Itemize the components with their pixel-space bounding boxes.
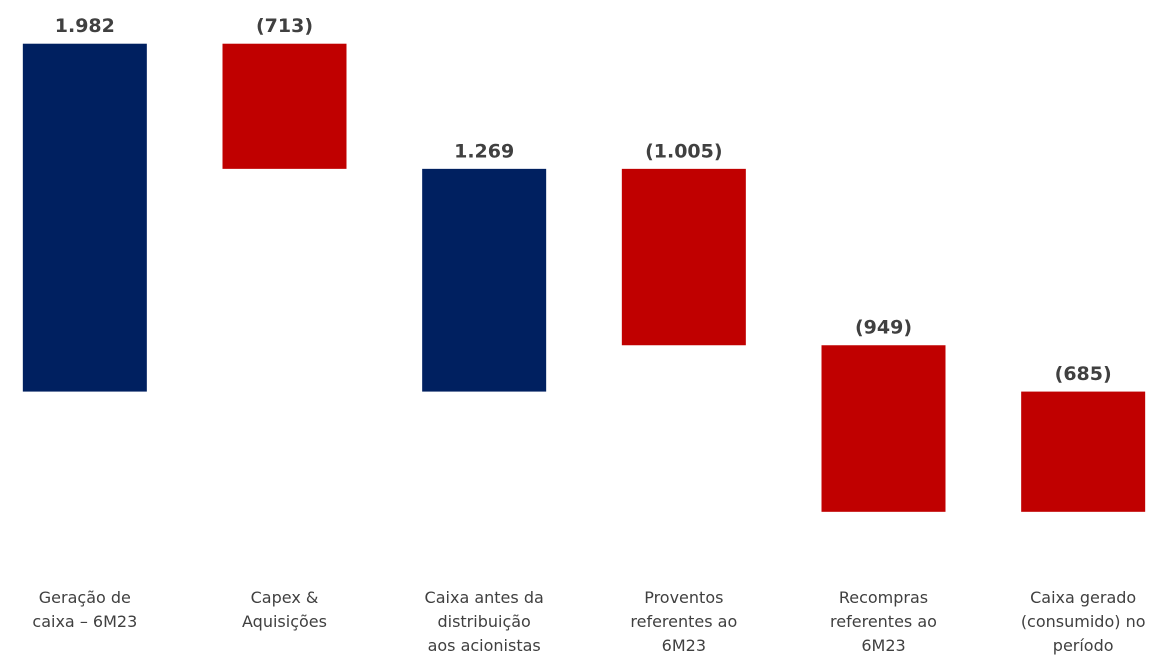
category-line: Recompras: [839, 588, 928, 607]
category-line: caixa – 6M23: [32, 612, 137, 631]
bar: [222, 43, 347, 169]
category-line: Proventos: [644, 588, 723, 607]
category-line: referentes ao: [830, 612, 937, 631]
category-label: Recompras referentes ao 6M23: [830, 588, 937, 655]
category-line: 6M23: [861, 636, 905, 655]
value-label: 1.982: [55, 15, 115, 37]
value-label: 1.269: [454, 140, 514, 162]
bar: [422, 168, 547, 392]
category-line: 6M23: [662, 636, 706, 655]
bar: [1021, 391, 1146, 512]
category-label: Caixa gerado (consumido) no período: [1021, 588, 1146, 655]
category-line: Geração de: [39, 588, 131, 607]
bar: [821, 345, 946, 512]
category-label: Capex & Aquisições: [242, 588, 327, 631]
category-line: Capex &: [251, 588, 319, 607]
bar: [22, 43, 147, 392]
category-line: distribuição: [437, 612, 530, 631]
value-label: (1.005): [645, 140, 722, 162]
bar: [621, 168, 746, 346]
category-label: Proventos referentes ao 6M23: [630, 588, 737, 655]
category-line: período: [1053, 636, 1114, 655]
category-line: Caixa antes da: [425, 588, 544, 607]
value-label: (685): [1055, 363, 1112, 385]
category-label: Caixa antes da distribuição aos acionistas: [425, 588, 544, 655]
category-label: Geração de caixa – 6M23: [32, 588, 137, 631]
category-line: (consumido) no: [1021, 612, 1146, 631]
category-line: Caixa gerado: [1030, 588, 1136, 607]
category-line: referentes ao: [630, 612, 737, 631]
category-line: aos acionistas: [428, 636, 541, 655]
value-label: (949): [855, 317, 912, 339]
category-line: Aquisições: [242, 612, 327, 631]
value-label: (713): [256, 15, 313, 37]
